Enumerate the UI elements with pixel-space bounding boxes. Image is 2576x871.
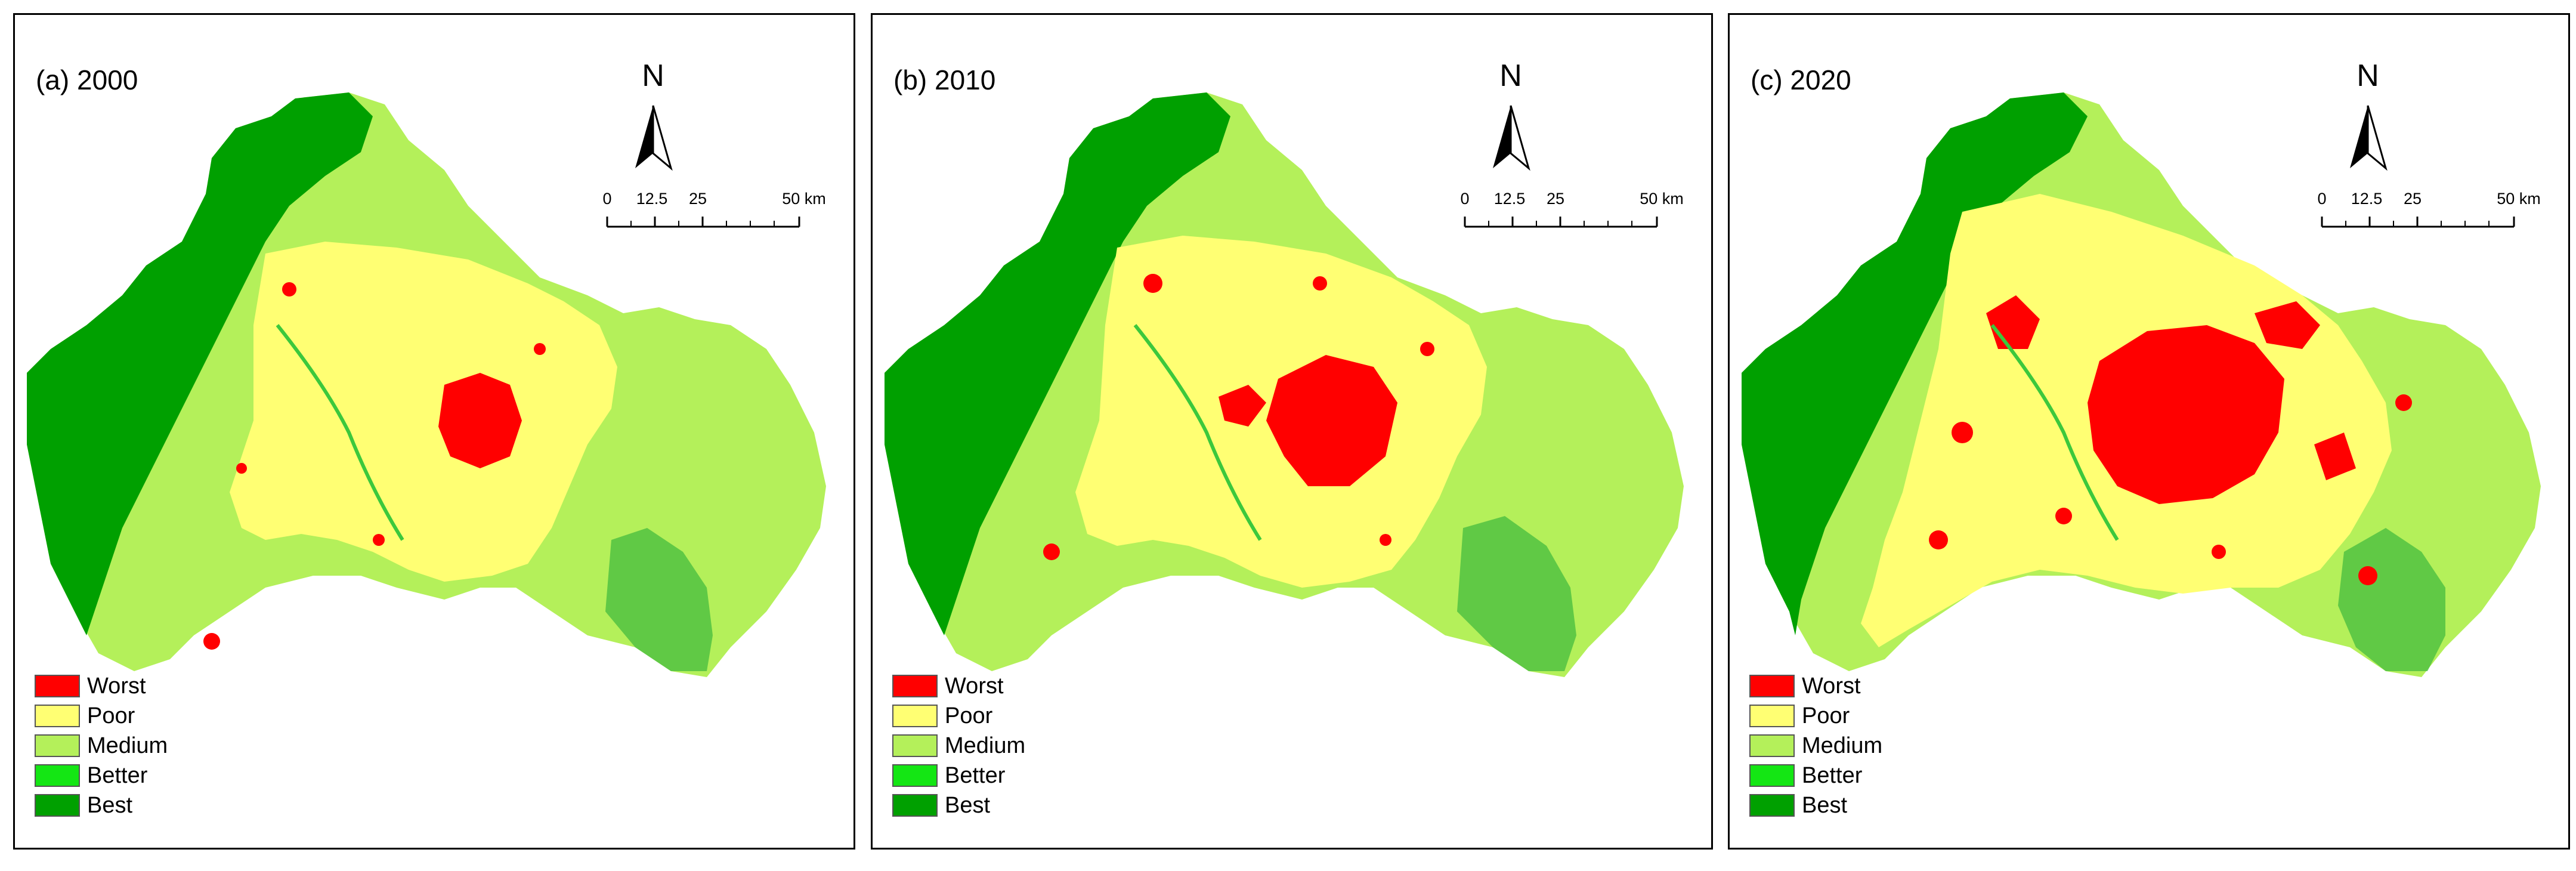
legend-item-best: Best [892,790,1025,820]
study-area-map [27,92,826,677]
region-best-southeast [605,528,713,671]
legend-label: Medium [87,733,168,758]
river [276,324,404,541]
scale-label: 50 km [782,190,826,208]
legend-label: Better [1802,762,1863,788]
scale-label: 25 [688,190,707,208]
patch-worst [2314,433,2356,480]
scale-label: 0 [1460,190,1470,208]
legend: Worst Poor Medium Better Best [35,671,168,820]
legend-label: Poor [87,703,135,728]
legend-item-medium: Medium [892,731,1025,761]
patch-worst [1380,534,1391,546]
legend-label: Best [945,792,991,818]
scale-label: 12.5 [2351,190,2383,208]
legend-item-worst: Worst [892,671,1025,701]
north-letter: N [2357,58,2379,93]
legend-label: Medium [1802,733,1883,758]
legend-item-best: Best [35,790,168,820]
legend-item-poor: Poor [1749,701,1882,731]
scale-label: 50 km [2497,190,2541,208]
legend-item-better: Better [892,761,1025,790]
map-panel-2020: (c) 2020 N 0 12.5 25 50 km Worst Poor Me… [1728,13,2570,850]
patch-worst [2358,566,2377,585]
legend-item-poor: Poor [892,701,1025,731]
scale-bar: 0 12.5 25 50 km [1460,190,1687,237]
patch-worst [373,534,385,546]
patch-worst [534,343,546,355]
legend-label: Worst [1802,673,1861,699]
patch-worst [1420,342,1434,356]
north-arrow-icon: N [2338,58,2398,189]
patch-worst [1143,274,1162,293]
legend-item-worst: Worst [35,671,168,701]
region-poor-center [230,242,617,582]
patch-worst [203,633,220,650]
panel-title: (b) 2010 [893,64,996,95]
region-best-northwest [1742,92,2088,635]
scale-label: 0 [2317,190,2327,208]
region-worst-core [2088,325,2284,504]
legend-item-medium: Medium [35,731,168,761]
scale-label: 12.5 [1493,190,1526,208]
legend-label: Poor [945,703,993,728]
scale-label: 50 km [1640,190,1684,208]
patch-worst [2212,545,2226,559]
region-best-southeast [2338,528,2445,671]
patch-worst [1952,422,1973,443]
legend-item-better: Better [1749,761,1882,790]
legend-label: Better [945,762,1006,788]
legend-label: Worst [87,673,146,699]
map-panel-2000: (a) 2000 N 0 12.5 25 50 km Worst Poor Me… [13,13,855,850]
panel-title: (c) 2020 [1751,64,1851,95]
scale-label: 0 [602,190,612,208]
legend-label: Better [87,762,148,788]
north-arrow-icon: N [1481,58,1541,189]
patch-worst [282,282,296,296]
north-arrow-icon: N [623,58,683,189]
scale-bar: 0 12.5 25 50 km [2317,190,2544,237]
study-area-map [885,92,1684,677]
map-panel-2010: (b) 2010 N 0 12.5 25 50 km Worst Poor Me… [871,13,1713,850]
patch-worst [1929,530,1948,549]
legend-item-better: Better [35,761,168,790]
legend: Worst Poor Medium Better Best [1749,671,1882,820]
legend-item-worst: Worst [1749,671,1882,701]
north-letter: N [1499,58,1522,93]
legend-label: Poor [1802,703,1850,728]
legend-label: Medium [945,733,1026,758]
region-best-southeast [1457,516,1576,671]
patch-worst [2255,301,2320,349]
north-letter: N [642,58,664,93]
panel-title: (a) 2000 [36,64,138,95]
legend-label: Best [87,792,133,818]
scale-label: 25 [2403,190,2422,208]
legend: Worst Poor Medium Better Best [892,671,1025,820]
legend-item-poor: Poor [35,701,168,731]
river [1990,324,2119,541]
region-best-northwest [27,92,373,635]
scale-label: 25 [1546,190,1565,208]
patch-worst [236,463,247,474]
patch-worst [1219,385,1266,427]
river [1133,324,1262,541]
patch-worst [2055,508,2072,524]
region-worst-core [1266,355,1397,486]
legend-label: Best [1802,792,1848,818]
region-best-northwest [885,92,1230,635]
patch-worst [1313,276,1327,291]
scale-label: 12.5 [636,190,668,208]
legend-item-best: Best [1749,790,1882,820]
scale-bar: 0 12.5 25 50 km [602,190,829,237]
legend-label: Worst [945,673,1004,699]
study-area-map [1742,92,2541,677]
region-worst-core [438,373,522,468]
patch-worst [2395,394,2412,411]
patch-worst [1043,543,1060,560]
legend-item-medium: Medium [1749,731,1882,761]
